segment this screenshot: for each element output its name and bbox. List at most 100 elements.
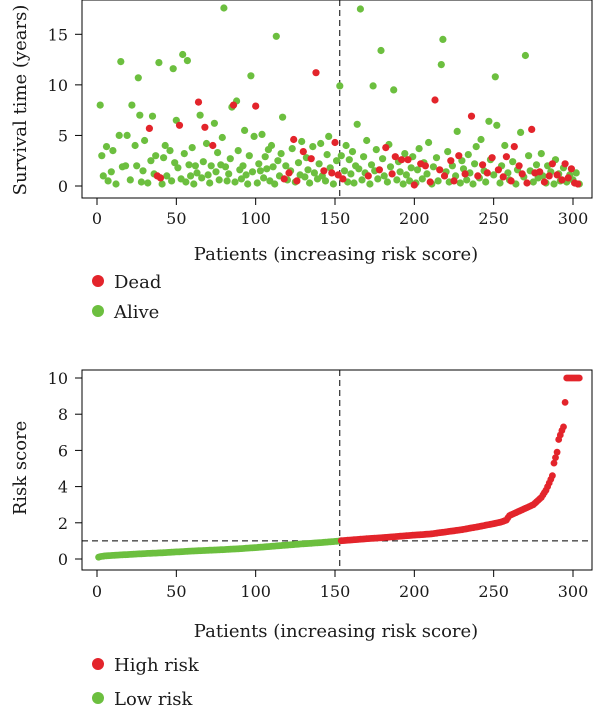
dead-point xyxy=(293,177,301,185)
alive-point xyxy=(418,175,426,183)
x-tick-label: 250 xyxy=(478,209,509,228)
alive-point xyxy=(193,169,201,177)
y-tick-label: 10 xyxy=(48,369,68,388)
dead-point xyxy=(440,172,449,180)
risk-y-axis-title: Risk score xyxy=(10,421,31,516)
alive-point xyxy=(529,178,537,186)
alive-point xyxy=(333,157,341,165)
alive-point xyxy=(493,121,501,129)
alive-point xyxy=(245,152,253,160)
alive-point xyxy=(379,155,387,163)
alive-point xyxy=(253,179,261,187)
alive-point xyxy=(160,154,168,162)
high-risk-point xyxy=(553,448,561,456)
alive-point xyxy=(168,177,176,185)
alive-point xyxy=(183,57,191,65)
alive-point xyxy=(256,167,264,175)
alive-point xyxy=(234,147,242,155)
alive-point xyxy=(429,163,437,171)
alive-point xyxy=(525,152,533,160)
alive-point xyxy=(277,150,285,158)
dead-point xyxy=(307,155,315,163)
alive-point xyxy=(220,4,228,12)
x-tick-label: 100 xyxy=(240,209,271,228)
alive-point xyxy=(202,139,211,148)
dead-point xyxy=(507,177,515,185)
risk-x-axis: 0 50 100 150 200 250 300 xyxy=(92,569,589,601)
alive-point xyxy=(485,117,493,125)
alive-point xyxy=(263,165,271,173)
alive-point xyxy=(244,180,252,188)
dead-point xyxy=(540,178,549,186)
alive-point xyxy=(437,61,445,69)
alive-point xyxy=(342,141,350,150)
alive-point xyxy=(490,171,498,179)
dead-point xyxy=(201,123,209,131)
dead-point xyxy=(290,135,298,144)
alive-point xyxy=(139,167,147,175)
alive-point xyxy=(456,179,464,187)
x-tick-label: 150 xyxy=(320,209,351,228)
alive-point xyxy=(136,111,144,119)
alive-point xyxy=(471,160,479,168)
alive-point xyxy=(182,178,190,186)
alive-point xyxy=(123,131,131,139)
dead-point xyxy=(334,171,342,179)
alive-point xyxy=(347,170,355,178)
alive-point xyxy=(204,171,212,179)
dead-point xyxy=(488,154,496,162)
alive-point xyxy=(115,131,123,139)
alive-point xyxy=(482,178,490,186)
alive-point xyxy=(504,169,512,177)
dead-point xyxy=(499,173,507,181)
alive-point xyxy=(406,177,414,185)
survival-y-axis-title: Survival time (years) xyxy=(10,5,31,196)
dead-point xyxy=(375,166,383,174)
dead-point xyxy=(450,177,458,185)
x-tick-label: 100 xyxy=(240,582,271,601)
alive-point xyxy=(239,162,247,170)
alive-point xyxy=(434,177,442,185)
alive-point xyxy=(117,58,125,66)
dead-point xyxy=(494,166,502,174)
x-tick-label: 300 xyxy=(558,209,589,228)
alive-point xyxy=(206,179,214,187)
alive-point xyxy=(282,162,290,170)
alive-point xyxy=(355,165,363,173)
alive-point xyxy=(126,176,134,184)
dead-point xyxy=(483,169,491,177)
alive-point xyxy=(131,141,139,150)
alive-point xyxy=(294,159,303,167)
alive-point xyxy=(247,72,255,80)
dead-point xyxy=(455,152,463,160)
x-tick-label: 300 xyxy=(558,582,589,601)
y-tick-label: 10 xyxy=(48,76,68,95)
alive-point xyxy=(509,158,517,166)
alive-point xyxy=(180,150,188,158)
high-risk-point xyxy=(550,459,558,467)
alive-point xyxy=(377,46,385,55)
alive-point xyxy=(133,162,141,170)
alive-point xyxy=(386,163,395,171)
dead-point xyxy=(548,160,557,168)
risk-y-axis: 0 2 4 6 8 10 xyxy=(48,369,83,569)
dead-point xyxy=(312,69,320,77)
alive-point xyxy=(107,168,115,176)
alive-point xyxy=(550,180,558,188)
y-tick-label: 6 xyxy=(58,441,68,460)
dead-point xyxy=(280,175,288,183)
legend-high-risk-label: High risk xyxy=(114,655,200,676)
alive-point xyxy=(272,32,280,40)
alive-point xyxy=(155,59,163,67)
alive-point xyxy=(212,168,220,176)
alive-point xyxy=(477,135,485,144)
alive-point xyxy=(199,158,207,166)
legend-dead-label: Dead xyxy=(114,272,161,293)
alive-point xyxy=(223,177,231,185)
dead-point xyxy=(545,172,553,180)
alive-point xyxy=(491,73,499,81)
survival-y-axis: 0 5 10 15 xyxy=(48,25,83,196)
alive-point xyxy=(152,152,160,160)
dead-point xyxy=(421,162,429,170)
alive-point xyxy=(112,180,120,188)
